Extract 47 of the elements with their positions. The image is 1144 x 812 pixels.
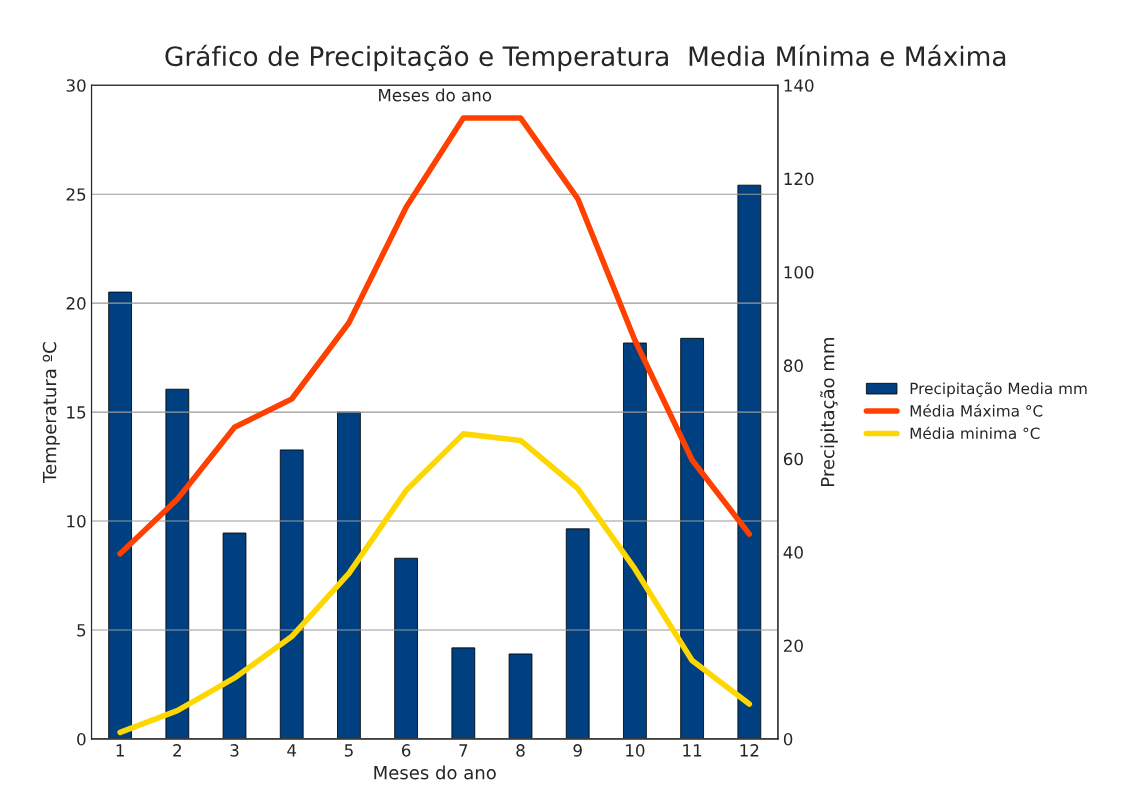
x-tick-label: 9 — [573, 744, 582, 757]
x-tick-label: 3 — [230, 744, 239, 757]
bar — [565, 528, 590, 739]
legend-label: Precipitação Media mm — [910, 382, 1087, 398]
x-tick-label: 1 — [116, 744, 124, 757]
y-axis-title: Temperatura ºC — [42, 342, 60, 483]
y2-axis-title: Precipitação mm — [820, 338, 838, 486]
legend-label: Média minima °C — [910, 426, 1040, 440]
bar — [165, 388, 190, 739]
x-tick-label: 5 — [344, 744, 353, 757]
x-tick-label: 6 — [401, 744, 411, 757]
bar — [222, 532, 247, 739]
x-tick-label: 4 — [287, 744, 297, 757]
y-tick-label: 15 — [67, 406, 86, 419]
bar — [680, 337, 704, 739]
x-tick-label: 11 — [683, 744, 702, 757]
y-tick-label: 25 — [66, 188, 86, 201]
x-tick-label: 8 — [516, 744, 525, 757]
bar — [737, 184, 762, 739]
chart-title: Gráfico de Precipitação e Temperatura Media Mínima e Máxima — [165, 44, 1006, 72]
annotation: Meses do ano — [379, 88, 492, 102]
legend-label: Média Máxima °C — [910, 404, 1043, 417]
bar — [623, 342, 647, 739]
bar — [108, 291, 132, 739]
bar — [508, 653, 533, 739]
bar — [394, 557, 418, 739]
y2-tick-label: 140 — [784, 79, 814, 92]
bar — [451, 647, 476, 739]
y2-tick-label: 120 — [784, 172, 814, 186]
bar — [337, 411, 361, 739]
y-tick-label: 10 — [67, 515, 86, 528]
y2-tick-label: 40 — [783, 546, 803, 559]
x-axis-title: Meses do ano — [374, 765, 496, 780]
y-tick-label: 30 — [66, 79, 86, 92]
y2-tick-label: 20 — [784, 639, 803, 653]
y2-tick-label: 80 — [783, 359, 803, 372]
bar — [279, 449, 304, 739]
x-tick-label: 7 — [459, 744, 468, 757]
y2-tick-label: 0 — [783, 732, 793, 746]
y-tick-label: 20 — [66, 297, 86, 310]
x-tick-label: 10 — [626, 744, 645, 757]
y2-tick-label: 100 — [784, 265, 814, 279]
y-tick-label: 0 — [77, 732, 86, 746]
y2-tick-label: 60 — [783, 452, 803, 466]
x-tick-label: 12 — [740, 744, 759, 757]
y-tick-label: 5 — [77, 624, 86, 637]
x-tick-label: 2 — [173, 744, 181, 757]
